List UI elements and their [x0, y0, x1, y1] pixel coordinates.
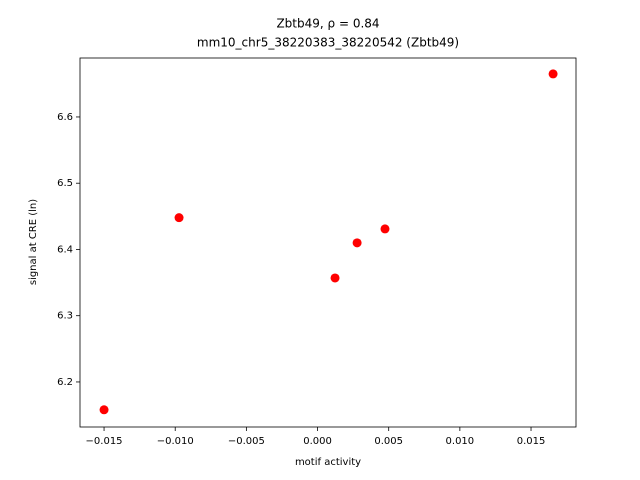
point — [174, 213, 184, 223]
plot-frame — [79, 57, 577, 428]
y-axis-label: signal at CRE (ln) — [28, 199, 39, 285]
point — [330, 273, 340, 283]
y-tick-label: 6.6 — [57, 112, 73, 123]
y-tick-label: 6.4 — [57, 244, 73, 255]
point — [99, 405, 109, 415]
x-tick-label: 0.005 — [374, 436, 403, 447]
x-tick-label: −0.005 — [228, 436, 265, 447]
x-tick-label: 0.015 — [517, 436, 546, 447]
y-tick-label: 6.5 — [57, 178, 73, 189]
y-tick-label: 6.2 — [57, 377, 73, 388]
x-tick-label: −0.015 — [86, 436, 123, 447]
y-tick-label: 6.3 — [57, 311, 73, 322]
x-tick-label: −0.010 — [157, 436, 194, 447]
x-tick-label: 0.000 — [303, 436, 332, 447]
point — [380, 224, 390, 234]
chart-title: Zbtb49, ρ = 0.84 — [276, 17, 379, 31]
x-tick-label: 0.010 — [446, 436, 475, 447]
point — [548, 69, 558, 79]
chart-subtitle: mm10_chr5_38220383_38220542 (Zbtb49) — [197, 36, 459, 50]
point — [352, 238, 362, 248]
x-axis-label: motif activity — [295, 457, 361, 468]
